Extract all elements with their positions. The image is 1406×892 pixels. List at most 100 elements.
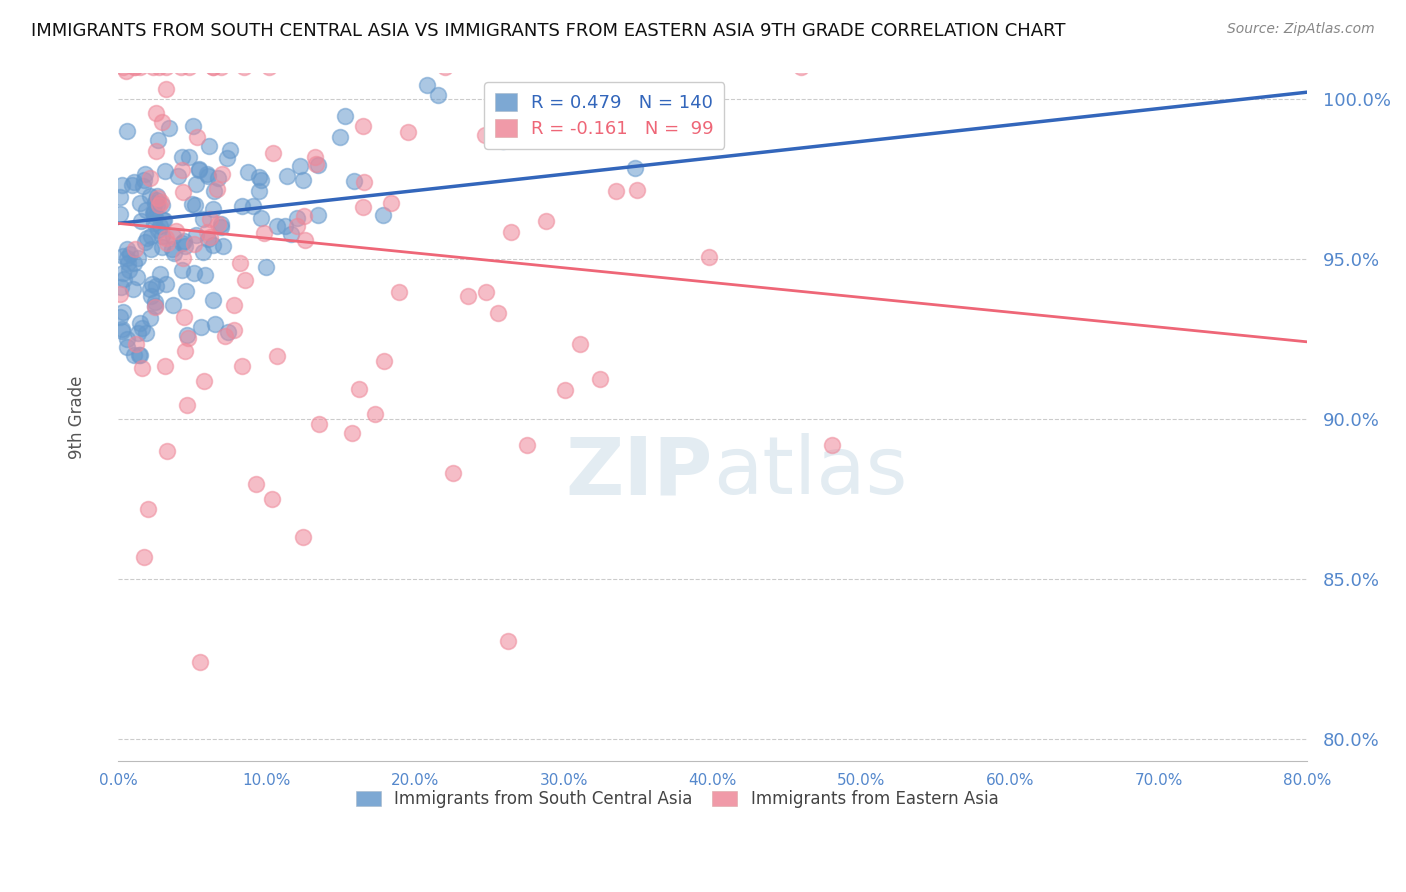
Point [426, 88, 449, 103]
Point [195, 168, 218, 182]
Point [111, 324, 134, 338]
Point [290, 159, 312, 173]
Point [143, 204, 166, 219]
Point [149, 267, 172, 281]
Point [115, 124, 138, 138]
Point [285, 211, 308, 226]
Point [197, 232, 219, 246]
Point [554, 383, 576, 397]
Point [207, 170, 229, 185]
Point [371, 208, 394, 222]
Point [169, 60, 191, 74]
Point [292, 209, 315, 223]
Point [219, 144, 242, 158]
Point [139, 229, 162, 244]
Point [121, 282, 143, 296]
Point [177, 60, 200, 74]
Point [254, 260, 277, 275]
Point [191, 212, 214, 227]
Point [242, 199, 264, 213]
Point [122, 256, 145, 270]
Point [204, 317, 226, 331]
Point [143, 294, 166, 309]
Point [190, 319, 212, 334]
Point [273, 219, 295, 233]
Point [125, 336, 148, 351]
Point [129, 214, 152, 228]
Point [349, 383, 371, 397]
Point [217, 325, 239, 339]
Point [211, 167, 233, 181]
Point [146, 223, 169, 237]
Point [139, 311, 162, 326]
Point [152, 213, 174, 227]
Point [280, 227, 302, 241]
Point [143, 298, 166, 312]
Point [496, 634, 519, 648]
Point [250, 211, 273, 225]
Point [163, 246, 186, 260]
Point [485, 133, 508, 147]
Point [232, 60, 254, 74]
Point [131, 361, 153, 376]
Point [257, 60, 280, 74]
Point [143, 300, 166, 314]
Point [197, 169, 219, 183]
Point [541, 95, 564, 110]
Point [253, 226, 276, 240]
Point [396, 125, 419, 139]
Point [131, 321, 153, 335]
Point [231, 359, 253, 373]
Point [148, 133, 170, 147]
Point [201, 237, 224, 252]
Point [111, 322, 134, 336]
Point [145, 105, 167, 120]
Point [194, 268, 217, 283]
Point [112, 249, 135, 263]
Point [155, 359, 177, 373]
Point [245, 476, 267, 491]
Point [214, 329, 236, 343]
Point [176, 328, 198, 343]
Point [124, 242, 146, 256]
Point [157, 120, 180, 135]
Point [122, 348, 145, 362]
Point [128, 348, 150, 362]
Point [415, 78, 437, 93]
Point [304, 157, 326, 171]
Point [236, 165, 259, 179]
Point [149, 195, 172, 210]
Point [139, 171, 162, 186]
Point [605, 184, 627, 198]
Point [201, 293, 224, 307]
Point [115, 340, 138, 354]
Point [193, 374, 215, 388]
Point [202, 202, 225, 216]
Point [108, 190, 131, 204]
Point [492, 134, 515, 148]
Point [167, 169, 190, 184]
Point [183, 237, 205, 252]
Point [125, 269, 148, 284]
Point [342, 426, 364, 441]
Point [486, 306, 509, 320]
Point [115, 251, 138, 265]
Point [172, 150, 194, 164]
Point [187, 163, 209, 178]
Point [247, 169, 270, 184]
Point [183, 266, 205, 280]
Point [129, 60, 152, 74]
Point [212, 238, 235, 252]
Point [108, 207, 131, 221]
Point [231, 199, 253, 213]
Point [135, 231, 157, 245]
Point [155, 277, 177, 291]
Point [434, 60, 457, 74]
Point [124, 60, 146, 74]
Point [209, 219, 232, 234]
Point [111, 60, 134, 74]
Point [141, 242, 163, 256]
Point [198, 212, 221, 227]
Point [110, 279, 132, 293]
Point [188, 655, 211, 669]
